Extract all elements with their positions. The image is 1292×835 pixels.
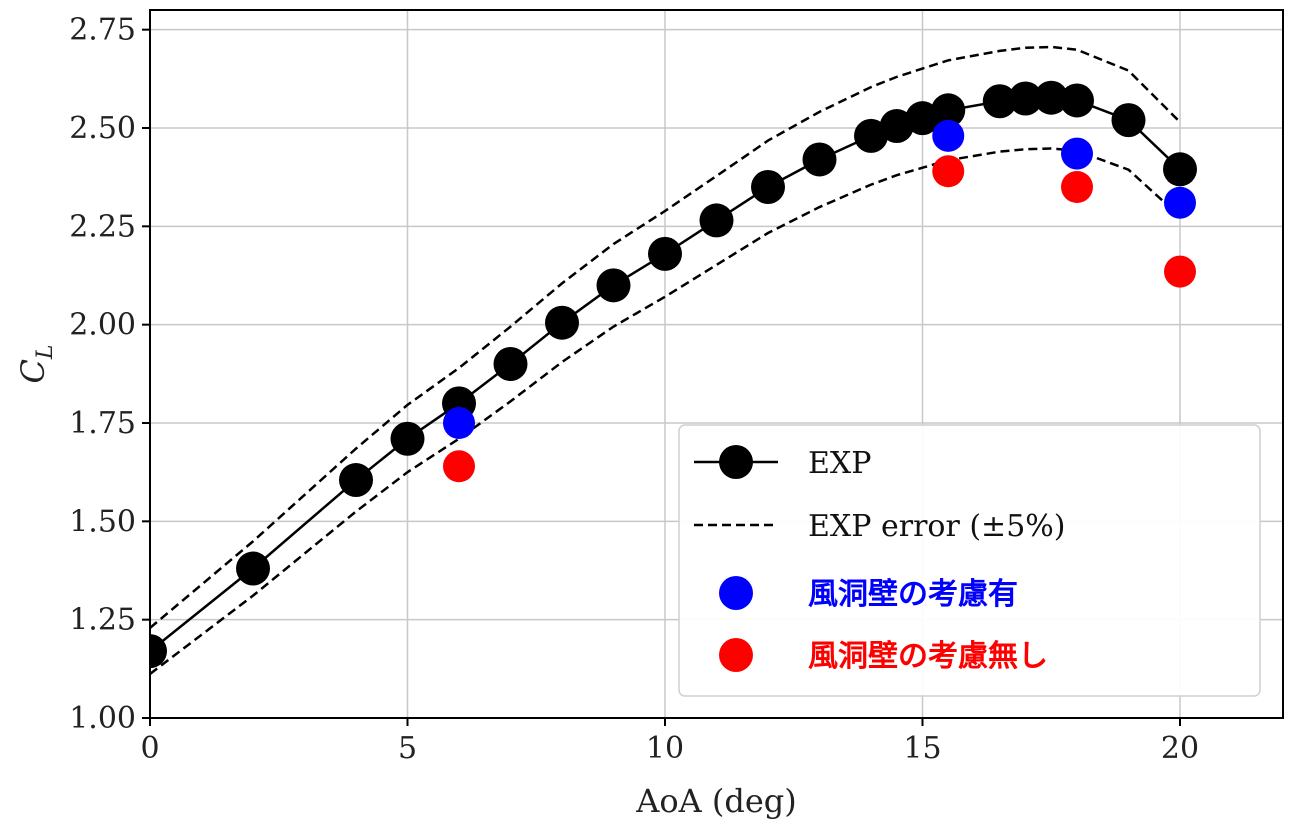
x-tick-label: 5 xyxy=(398,731,417,766)
x-tick-label: 20 xyxy=(1161,731,1199,766)
exp-point xyxy=(802,142,837,177)
exp-point xyxy=(1008,81,1043,116)
legend-with-wall-marker xyxy=(719,576,753,610)
legend-exp-marker xyxy=(719,445,753,479)
x-tick-label: 10 xyxy=(646,731,684,766)
exp-point xyxy=(648,236,682,271)
y-tick-label: 1.75 xyxy=(69,406,136,441)
y-tick-label: 2.75 xyxy=(69,13,136,48)
exp-point xyxy=(751,170,785,204)
exp-point xyxy=(699,203,734,238)
exp-point xyxy=(339,463,373,498)
with-wall-point xyxy=(1164,186,1196,219)
series-layer xyxy=(150,45,1197,675)
without-wall-point xyxy=(932,155,965,188)
y-tick-label: 2.50 xyxy=(69,111,136,146)
exp-point xyxy=(390,421,425,456)
y-tick-label: 2.00 xyxy=(69,308,136,343)
y-axis-label-main: C xyxy=(14,359,52,383)
series-group xyxy=(150,45,1197,675)
exp-point xyxy=(1163,152,1197,187)
without-wall-point xyxy=(443,450,475,483)
exp-point xyxy=(931,93,966,128)
without-wall-point xyxy=(1164,255,1196,288)
y-tick-label: 1.00 xyxy=(69,701,136,736)
exp-point xyxy=(1111,103,1146,138)
with-wall-point xyxy=(1061,137,1093,170)
plot-frame xyxy=(149,9,1284,719)
exp-point xyxy=(1034,80,1069,115)
with-wall-point xyxy=(443,407,475,439)
exp-point xyxy=(545,305,579,340)
exp-point xyxy=(236,551,270,586)
y-axis-label: CL xyxy=(14,344,58,383)
y-tick-label: 1.25 xyxy=(69,603,136,638)
legend-box xyxy=(678,424,1261,697)
y-axis-label-subscript: L xyxy=(33,344,58,360)
x-tick-label: 0 xyxy=(140,731,159,766)
legend-exp-error-label: EXP error (±5%) xyxy=(808,509,1066,544)
exp-point xyxy=(596,268,631,303)
x-tick-label: 15 xyxy=(903,731,941,766)
legend-exp-label: EXP xyxy=(808,446,871,481)
axis-ticks: 0 5 10 15 20 1.00 1.25 1.50 1.75 2.00 2.25 2.50 2.75 xyxy=(69,13,1199,766)
exp-point xyxy=(905,101,940,136)
legend-with-wall-label: 風洞壁の考慮有 xyxy=(808,577,1018,612)
with-wall-point xyxy=(932,119,965,152)
exp-point xyxy=(982,84,1017,119)
exp-error-lower-line xyxy=(150,147,1181,675)
y-tick-label: 1.50 xyxy=(69,504,136,539)
without-wall-point xyxy=(1061,171,1093,203)
exp-point xyxy=(879,109,914,144)
exp-point xyxy=(150,634,167,669)
legend-without-wall-marker xyxy=(719,638,753,672)
exp-error-upper-line xyxy=(150,45,1181,629)
legend-without-wall-label: 風洞壁の考慮無し xyxy=(808,639,1048,674)
y-tick-label: 2.25 xyxy=(69,209,136,244)
exp-point xyxy=(493,347,528,381)
x-axis-label: AoA (deg) xyxy=(635,782,797,820)
exp-point xyxy=(1060,83,1094,118)
exp-point xyxy=(854,118,888,153)
